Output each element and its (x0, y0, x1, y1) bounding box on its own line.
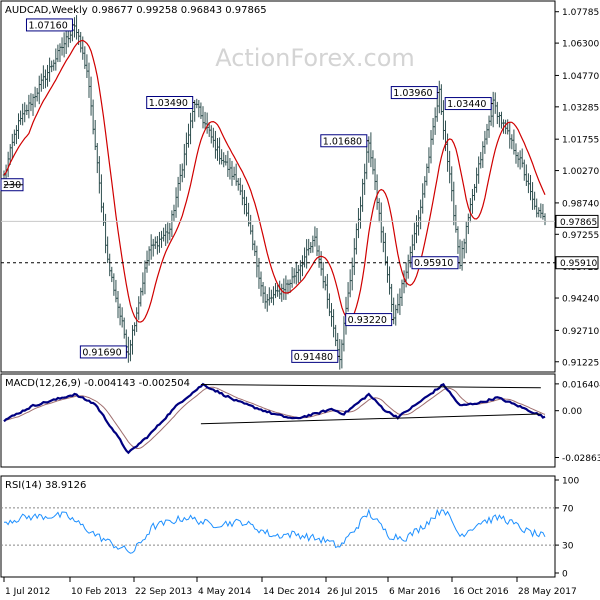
time-tick-label: 1 Jul 2012 (5, 587, 50, 597)
svg-text:0.91480: 0.91480 (294, 352, 333, 363)
price-annotation: 1.03960 (390, 86, 440, 100)
price-tick-label: 0.98740 (562, 199, 599, 209)
rsi-tick-label: 70 (562, 504, 574, 514)
time-tick-label: 14 Dec 2014 (263, 587, 321, 597)
moving-average-line (3, 39, 546, 323)
rsi-panel: RSI(14) 38.9126 (0, 475, 556, 578)
time-tick-label: 4 May 2014 (198, 587, 251, 597)
price-annotations: 1.07160 1.03490 1.01680 1.03960 1.03440 0.916… (0, 18, 494, 363)
price-annotation: 0.95910 (411, 256, 461, 270)
time-tick-label: 26 Jul 2015 (327, 587, 378, 597)
chart-header: AUDCAD,Weekly 0.98677 0.99258 0.96843 0.9… (5, 5, 267, 16)
svg-text:1.03490: 1.03490 (149, 98, 188, 109)
price-tick-label: 1.03285 (562, 103, 599, 113)
price-tick-label: 0.92710 (562, 327, 599, 337)
svg-text:1.03960: 1.03960 (393, 88, 432, 99)
ohlc-values: 0.98677 0.99258 0.96843 0.97865 (92, 5, 267, 16)
time-tick-label: 10 Feb 2013 (71, 587, 127, 597)
price-annotation: 1.01680 (320, 134, 369, 148)
price-tick-label: 0.97255 (562, 231, 599, 241)
svg-text:0.93220: 0.93220 (348, 315, 387, 326)
macd-tick-label: -0.028636 (562, 454, 600, 464)
svg-text:0.97865: 0.97865 (560, 218, 597, 228)
svg-text:0.95910: 0.95910 (414, 258, 453, 269)
rsi-levels (1, 507, 555, 546)
rsi-tick-label: 30 (562, 542, 574, 552)
svg-text:1.07160: 1.07160 (28, 20, 67, 31)
svg-text:1.03440: 1.03440 (447, 99, 486, 110)
price-annotation: 1.03490 (146, 96, 195, 110)
rsi-tick-label: 0 (562, 570, 568, 580)
price-annotation: 0.91690 (79, 345, 129, 359)
svg-text:230: 230 (3, 180, 21, 191)
time-tick-label: 6 Mar 2016 (389, 587, 441, 597)
rsi-axis: 100 70 30 0 (555, 477, 579, 580)
macd-trendline (200, 413, 541, 425)
macd-tick-label: 0.00 (562, 407, 582, 417)
price-annotation: 230 (0, 178, 24, 192)
time-tick-label: 16 Oct 2016 (453, 587, 509, 597)
svg-text:1.01680: 1.01680 (323, 136, 362, 147)
symbol-label: AUDCAD,Weekly (5, 5, 88, 16)
price-tick-label: 1.01755 (562, 136, 599, 146)
macd-trendline (200, 384, 541, 389)
time-tick-label: 28 May 2017 (518, 587, 577, 597)
support-price-label: 0.95910 (555, 256, 599, 270)
price-tick-label: 1.07785 (562, 8, 599, 18)
price-panel: ActionForex.com 1.071601.034901.016801.0… (0, 0, 556, 373)
price-tick-label: 1.06300 (562, 40, 599, 50)
price-annotation: 0.93220 (345, 313, 394, 327)
price-tick-label: 0.94240 (562, 295, 599, 305)
rsi-panel-frame (0, 475, 556, 578)
macd-panel-frame (0, 373, 556, 468)
price-annotation: 0.91480 (291, 349, 340, 363)
watermark: ActionForex.com (215, 44, 415, 72)
macd-trendlines (200, 384, 541, 425)
time-axis: 1 Jul 2012 10 Feb 2013 22 Sep 2013 4 May 20… (3, 577, 577, 597)
svg-text:0.95910: 0.95910 (560, 259, 597, 269)
macd-title: MACD(12,26,9) -0.004143 -0.002504 (5, 378, 190, 389)
rsi-tick-label: 100 (562, 477, 579, 487)
price-bars (2, 15, 547, 370)
price-panel-frame (0, 0, 556, 373)
rsi-line (3, 508, 546, 554)
price-annotation: 1.03440 (444, 97, 494, 111)
time-tick-label: 22 Sep 2013 (135, 587, 192, 597)
macd-tick-label: 0.016404 (562, 380, 600, 390)
price-tick-label: 1.00270 (562, 167, 599, 177)
price-tick-label: 0.91225 (562, 358, 599, 368)
rsi-title: RSI(14) 38.9126 (5, 480, 86, 491)
current-price-label: 0.97865 (555, 214, 599, 228)
price-axis: 1.07785 1.06300 1.04770 1.03285 1.01755 1.002… (555, 8, 599, 368)
macd-axis: 0.016404 0.00 -0.028636 (555, 380, 600, 464)
price-annotation: 1.07160 (25, 18, 75, 32)
macd-line (3, 382, 546, 455)
svg-text:0.91690: 0.91690 (82, 347, 121, 358)
macd-panel: MACD(12,26,9) -0.004143 -0.002504 (0, 373, 556, 468)
price-tick-label: 1.04770 (562, 72, 599, 82)
macd-signal-line (3, 386, 546, 449)
